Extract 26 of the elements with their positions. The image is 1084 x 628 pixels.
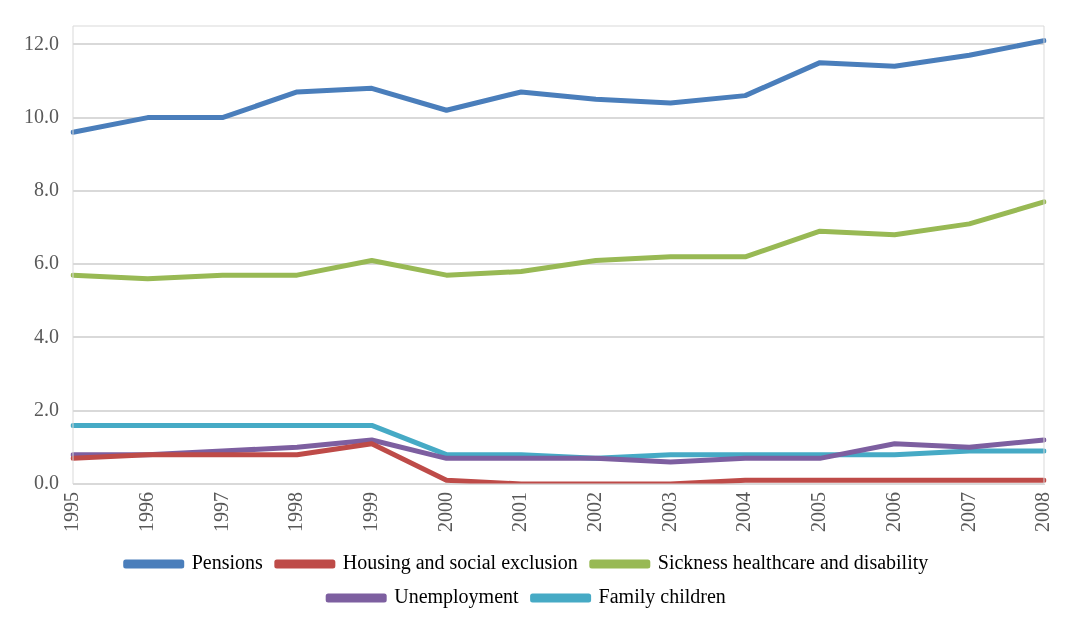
- x-tick-label: 2008: [1031, 492, 1054, 532]
- x-tick-label: 2002: [583, 492, 606, 532]
- x-tick-label: 2007: [956, 492, 979, 532]
- legend-label: Housing and social exclusion: [342, 551, 578, 575]
- legend-label: Pensions: [191, 551, 264, 574]
- x-tick-label: 1995: [60, 492, 83, 532]
- x-tick-label: 2004: [732, 492, 755, 532]
- x-tick-label: 2001: [508, 492, 531, 532]
- y-tick-label: 0.0: [34, 471, 59, 494]
- x-tick-label: 1997: [209, 492, 232, 532]
- x-tick-label: 2005: [807, 492, 830, 532]
- legend-label: Sickness healthcare and disability: [657, 551, 929, 575]
- legend-label: Unemployment: [394, 585, 520, 609]
- legend-label: Family children: [598, 585, 726, 609]
- x-tick-label: 2003: [657, 492, 680, 532]
- x-tick-label: 1996: [134, 492, 157, 532]
- x-tick-label: 1998: [284, 492, 307, 532]
- x-tick-label: 2000: [433, 492, 456, 532]
- x-tick-label: 2006: [881, 492, 904, 532]
- x-tick-label: 1999: [359, 492, 382, 532]
- y-tick-label: 10.0: [24, 104, 59, 127]
- y-tick-label: 2.0: [34, 397, 59, 420]
- y-tick-label: 12.0: [24, 31, 59, 54]
- y-tick-label: 6.0: [34, 251, 59, 274]
- y-tick-label: 4.0: [34, 324, 59, 347]
- y-tick-label: 8.0: [34, 178, 59, 201]
